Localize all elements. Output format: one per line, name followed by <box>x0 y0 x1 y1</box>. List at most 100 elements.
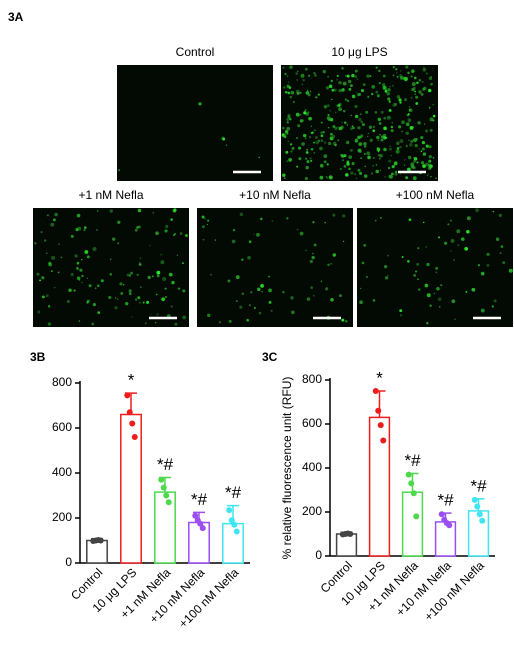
significance-label: *# <box>437 491 454 510</box>
cell-signal <box>360 287 362 289</box>
cell-signal <box>91 322 95 326</box>
cell-signal <box>363 141 367 146</box>
cell-signal <box>322 131 325 134</box>
cell-signal <box>454 318 456 321</box>
cell-signal <box>394 161 398 164</box>
cell-signal <box>401 256 404 259</box>
cell-signal <box>395 170 398 173</box>
cell-signal <box>399 75 404 80</box>
cell-signal <box>424 162 429 167</box>
cell-signal <box>179 232 183 235</box>
cell-signal <box>369 138 373 142</box>
cell-signal <box>357 148 362 153</box>
data-point <box>228 517 235 524</box>
cell-signal <box>331 98 333 101</box>
cell-signal <box>162 277 167 282</box>
cell-signal <box>356 93 360 97</box>
cell-signal <box>351 162 355 166</box>
cell-signal <box>351 125 354 128</box>
cell-signal <box>207 313 211 318</box>
cell-signal <box>47 305 51 308</box>
cell-signal <box>428 159 432 163</box>
cell-signal <box>359 300 363 305</box>
data-point <box>226 507 233 514</box>
data-point <box>126 409 133 416</box>
image-caption: +10 nM Nefla <box>239 188 311 202</box>
cell-signal <box>428 106 431 109</box>
cell-signal <box>376 135 380 140</box>
cell-signal <box>79 268 83 272</box>
cell-signal <box>351 94 356 99</box>
cell-signal <box>225 144 228 146</box>
cell-signal <box>299 119 304 123</box>
cell-signal <box>74 254 78 258</box>
cell-signal <box>383 136 387 140</box>
cell-signal <box>366 151 371 156</box>
cell-signal <box>206 223 209 226</box>
cell-signal <box>151 275 154 278</box>
cell-signal <box>412 176 417 181</box>
data-point <box>372 388 379 394</box>
cell-signal <box>338 107 342 111</box>
cell-signal <box>227 279 231 283</box>
cell-signal <box>258 311 262 315</box>
cell-signal <box>344 98 348 101</box>
cell-signal <box>392 66 395 69</box>
cell-signal <box>374 111 378 114</box>
cell-signal <box>424 283 429 288</box>
cell-signal <box>367 155 371 160</box>
cell-signal <box>313 72 316 75</box>
cell-signal <box>138 263 142 266</box>
significance-label: *# <box>404 451 421 470</box>
cell-signal <box>411 82 416 87</box>
micrograph <box>197 208 353 327</box>
cell-signal <box>423 86 427 91</box>
cell-signal <box>210 273 212 276</box>
cell-signal <box>349 127 354 131</box>
cell-signal <box>429 304 432 307</box>
cell-signal <box>330 263 332 265</box>
cell-signal <box>380 138 384 142</box>
cell-signal <box>309 157 312 160</box>
cell-signal <box>428 145 432 149</box>
cell-signal <box>268 275 270 278</box>
cell-signal <box>112 237 116 241</box>
cell-signal <box>355 177 358 180</box>
cell-signal <box>270 309 273 312</box>
cell-signal <box>399 309 403 313</box>
cell-signal <box>337 139 340 142</box>
cell-signal <box>155 293 158 296</box>
significance-label: *# <box>157 455 174 474</box>
cell-signal <box>498 213 502 217</box>
cell-signal <box>453 259 455 261</box>
cell-signal <box>310 147 314 151</box>
cell-signal <box>260 217 263 221</box>
cell-signal <box>177 287 181 290</box>
cell-signal <box>284 91 288 94</box>
cell-signal <box>437 236 441 239</box>
cell-signal <box>253 233 255 236</box>
cell-signal <box>381 83 386 87</box>
cell-signal <box>378 122 382 125</box>
cell-signal <box>286 126 291 131</box>
cell-signal <box>382 74 386 78</box>
cell-signal <box>164 287 167 290</box>
cell-signal <box>359 113 362 116</box>
cell-signal <box>379 134 381 136</box>
cell-signal <box>399 173 402 175</box>
cell-signal <box>170 218 173 221</box>
cell-signal <box>414 157 417 159</box>
cell-signal <box>425 144 429 148</box>
cell-signal <box>403 164 406 167</box>
cell-signal <box>418 78 422 82</box>
cell-signal <box>395 149 400 154</box>
cell-signal <box>92 247 97 251</box>
cell-signal <box>391 172 394 176</box>
cell-signal <box>493 299 497 303</box>
cell-signal <box>300 73 305 78</box>
cell-signal <box>391 165 395 169</box>
cell-signal <box>486 263 490 267</box>
cell-signal <box>378 69 381 73</box>
cell-signal <box>410 96 413 99</box>
cell-signal <box>410 139 414 143</box>
